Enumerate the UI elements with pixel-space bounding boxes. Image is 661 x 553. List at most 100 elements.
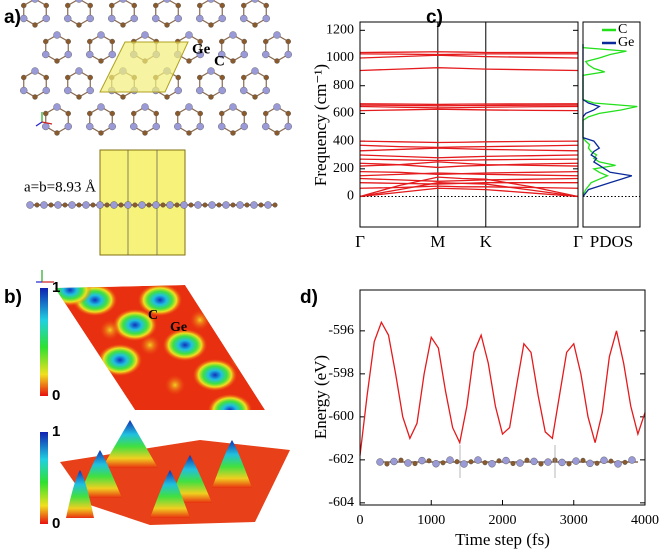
atom: [250, 201, 258, 209]
atom: [197, 2, 203, 9]
atom: [426, 458, 432, 464]
bond-ring: [265, 106, 289, 134]
illustrations: [20, 0, 638, 525]
atom: [594, 460, 600, 466]
atom: [185, 103, 193, 111]
atom: [262, 50, 270, 59]
atom: [284, 122, 292, 131]
bond-ring: [265, 34, 289, 62]
colorbar-tick-label: 0: [52, 515, 60, 532]
atom: [241, 110, 247, 117]
atom: [566, 461, 572, 467]
atom: [572, 457, 580, 465]
series-line: [359, 53, 578, 56]
atom: [252, 22, 258, 28]
x-tick-label: Γ: [355, 232, 365, 251]
bond-ring: [243, 70, 267, 98]
atom: [188, 202, 194, 208]
bond-ring: [221, 106, 245, 134]
atom: [62, 202, 68, 208]
elf-minor: [100, 320, 120, 340]
atom: [460, 460, 468, 468]
atom: [20, 86, 28, 95]
atom: [241, 2, 247, 9]
atom: [82, 201, 90, 209]
atom: [516, 459, 524, 467]
atom: [174, 86, 182, 95]
atom: [109, 110, 115, 117]
atom: [384, 461, 390, 467]
atom: [130, 122, 138, 131]
y-tick-label: -602: [328, 452, 354, 467]
lattice-label: a=b=8.93 Å: [24, 179, 96, 195]
md-structure: [376, 456, 638, 468]
bond-ring: [199, 70, 223, 98]
atom: [240, 86, 248, 95]
atom: [229, 103, 237, 111]
atom: [98, 130, 104, 136]
series-line: [359, 105, 579, 109]
atom: [241, 38, 247, 45]
atom: [42, 50, 50, 59]
atom: [240, 122, 248, 131]
atom: [43, 110, 49, 117]
atom: [120, 22, 126, 28]
atom: [258, 202, 264, 208]
atom: [264, 201, 272, 209]
colorbar: [40, 288, 48, 396]
elf-minor: [230, 350, 250, 370]
atom: [196, 50, 204, 59]
x-tick-label: 1000: [417, 513, 445, 528]
y-tick-label: 200: [333, 161, 354, 176]
panel-label: d): [300, 287, 318, 308]
atom: [48, 202, 54, 208]
bond-ring: [23, 0, 47, 26]
x-tick-label: 0: [357, 513, 364, 528]
atom: [31, 0, 39, 3]
atom: [26, 201, 34, 209]
atom: [468, 459, 474, 465]
atom: [412, 461, 418, 467]
elf-minor: [140, 335, 160, 355]
atom: [263, 110, 269, 117]
atom: [65, 74, 71, 81]
y-tick-label: 1200: [326, 23, 354, 38]
elf-basin: [138, 285, 182, 316]
atom: [274, 58, 280, 64]
x-axis-label: PDOS: [590, 232, 633, 251]
series-line: [359, 54, 579, 59]
bond-ring: [199, 0, 223, 26]
atom: [32, 94, 38, 100]
atom: [64, 86, 72, 95]
y-axis-label: Energy (eV): [311, 355, 330, 439]
atom: [131, 110, 137, 117]
atom: [166, 201, 174, 209]
elf-minor: [190, 310, 210, 330]
elf-peak: [102, 420, 158, 468]
atom: [284, 50, 292, 59]
y-tick-label: -598: [328, 366, 354, 381]
atom: [219, 38, 225, 45]
series-line: [359, 140, 579, 144]
atom-label: Ge: [170, 320, 187, 335]
atom: [104, 202, 110, 208]
atom: [119, 0, 127, 3]
atom: [558, 458, 566, 467]
atom: [53, 31, 61, 39]
panel-label: b): [4, 287, 22, 308]
atom: [86, 50, 94, 59]
atom: [108, 122, 116, 131]
atom: [218, 50, 226, 59]
atom: [207, 0, 215, 3]
y-tick-label: -600: [328, 409, 354, 424]
atom: [202, 202, 208, 208]
atom: [87, 38, 93, 45]
bond-ring: [243, 0, 267, 26]
atom: [68, 201, 76, 209]
atom: [153, 2, 159, 9]
atom: [196, 14, 204, 23]
atom: [432, 460, 440, 468]
elf-basin: [208, 394, 252, 410]
atom: [538, 461, 544, 467]
